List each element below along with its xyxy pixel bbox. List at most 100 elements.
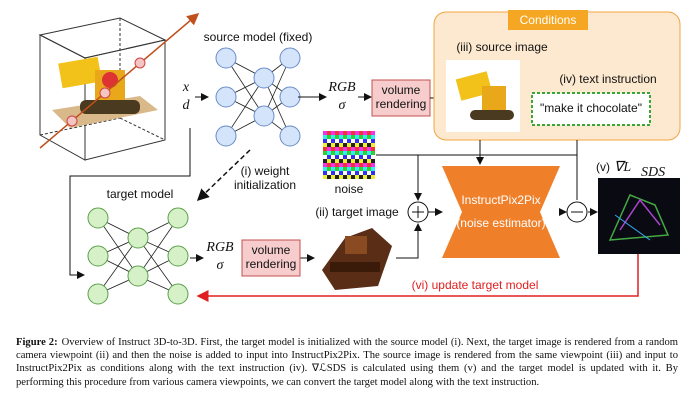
- pix2pix-label: InstructPix2Pix: [461, 193, 540, 207]
- noise-pixel: [359, 175, 363, 179]
- noise-pixel: [347, 167, 351, 171]
- noise-pixel: [367, 171, 371, 175]
- noise-pixel: [343, 163, 347, 167]
- net-node: [279, 47, 301, 69]
- noise-pixel: [339, 175, 343, 179]
- noise-pixel: [331, 163, 335, 167]
- noise-pixel: [343, 175, 347, 179]
- noise-pixel: [331, 135, 335, 139]
- noise-pixel: [359, 135, 363, 139]
- noise-pixel: [343, 155, 347, 159]
- net-edge: [225, 57, 265, 117]
- noise-pixel: [363, 167, 367, 171]
- noise-pixel: [359, 167, 363, 171]
- net-edge: [137, 217, 179, 277]
- net-edge: [97, 237, 139, 295]
- noise-pixel: [327, 135, 331, 139]
- noise-pixel: [347, 135, 351, 139]
- noise-pixel: [351, 143, 355, 147]
- noise-pixel: [331, 175, 335, 179]
- noise-pixel: [351, 175, 355, 179]
- noise-pixel: [355, 163, 359, 167]
- noise-pixel: [367, 135, 371, 139]
- noise-pixel: [351, 135, 355, 139]
- noise-pixel: [367, 139, 371, 143]
- noise-pixel: [327, 167, 331, 171]
- noise-pixel: [351, 163, 355, 167]
- noise-pixel: [323, 131, 327, 135]
- noise-pixel: [323, 171, 327, 175]
- sample-point: [66, 115, 78, 127]
- noise-pixel: [335, 139, 339, 143]
- net-node: [279, 86, 301, 108]
- noise-pixel: [363, 131, 367, 135]
- target-image: [322, 228, 392, 290]
- instruction-box: [531, 92, 651, 126]
- noise-pixel: [335, 167, 339, 171]
- noise-pixel: [335, 171, 339, 175]
- noise-pixel: [351, 147, 355, 151]
- noise-pixel: [351, 131, 355, 135]
- noise-pixel: [339, 159, 343, 163]
- noise-pixel: [323, 167, 327, 171]
- conditions-tab: [508, 10, 588, 30]
- noise-pixel: [347, 139, 351, 143]
- noise-pixel: [331, 131, 335, 135]
- noise-pixel: [371, 131, 375, 135]
- noise-pixel: [351, 139, 355, 143]
- pix2pix-sub: (noise estimator): [456, 216, 545, 230]
- net-node: [215, 47, 237, 69]
- noise-pixel: [327, 131, 331, 135]
- noise-label: noise: [335, 182, 364, 196]
- noise-pixel: [371, 135, 375, 139]
- noise-pixel: [347, 175, 351, 179]
- noise-pixel: [367, 167, 371, 171]
- noise-pixel: [351, 171, 355, 175]
- noise-pixel: [343, 171, 347, 175]
- noise-pixel: [323, 139, 327, 143]
- noise-pixel: [363, 143, 367, 147]
- net-node: [167, 207, 189, 229]
- source-image: [446, 60, 520, 132]
- noise-pixel: [355, 175, 359, 179]
- noise-pixel: [367, 143, 371, 147]
- noise-pixel: [371, 143, 375, 147]
- noise-pixel: [335, 175, 339, 179]
- noise-pixel: [355, 135, 359, 139]
- target-model-label: target model: [107, 187, 174, 201]
- scene-cube: [38, 17, 167, 161]
- noise-pixel: [355, 159, 359, 163]
- target-network: [87, 207, 189, 305]
- noise-pixel: [331, 171, 335, 175]
- net-node: [87, 245, 109, 267]
- noise-pixel: [363, 147, 367, 151]
- noise-pixel: [367, 159, 371, 163]
- noise-pixel: [323, 155, 327, 159]
- noise-pixel: [335, 147, 339, 151]
- noise-pixel: [359, 147, 363, 151]
- noise-pixel: [339, 131, 343, 135]
- caption: Figure 2: Overview of Instruct 3D-to-3D. …: [16, 336, 678, 389]
- noise-pixel: [371, 155, 375, 159]
- noise-pixel: [335, 155, 339, 159]
- noise-pixel: [347, 147, 351, 151]
- noise-pixel: [363, 171, 367, 175]
- noise-pixel: [371, 167, 375, 171]
- weight-init-label: initialization: [234, 178, 296, 192]
- figure: x d source model (fixed) RGB σ volume re…: [38, 10, 681, 305]
- sample-point: [99, 87, 111, 99]
- noise-pixel: [331, 159, 335, 163]
- noise-pixel: [347, 143, 351, 147]
- noise-pixel: [367, 163, 371, 167]
- noise-pixel: [359, 143, 363, 147]
- volume-rendering-label: rendering: [376, 97, 427, 111]
- noise-image: [323, 131, 375, 179]
- volume-rendering-label: volume: [382, 83, 421, 97]
- noise-pixel: [335, 135, 339, 139]
- noise-pixel: [343, 147, 347, 151]
- noise-pixel: [339, 171, 343, 175]
- caption-label: Figure 2:: [16, 337, 58, 348]
- sds-image: [598, 178, 680, 254]
- volume-rendering-label: rendering: [246, 257, 297, 271]
- noise-pixel: [327, 171, 331, 175]
